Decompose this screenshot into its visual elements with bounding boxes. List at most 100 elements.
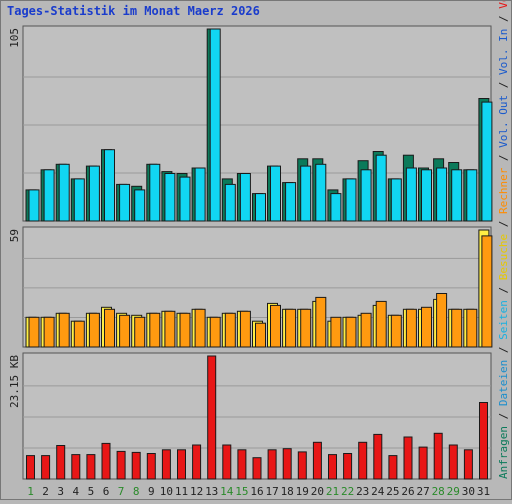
bar-volumen-day-14	[222, 444, 232, 480]
x-tick-label-21: 21	[326, 485, 339, 498]
right-legend-part-5: /	[497, 280, 510, 300]
bar-dateien-day-4	[73, 178, 85, 222]
bar-rechner-day-4	[73, 320, 85, 348]
x-tick-label-12: 12	[190, 485, 203, 498]
bar-rechner-day-18	[285, 308, 297, 348]
right-legend-part-1: /	[497, 406, 510, 426]
x-tick-label-4: 4	[72, 485, 79, 498]
bar-dateien-day-17	[270, 165, 281, 222]
bar-rechner-day-20	[315, 296, 327, 348]
bar-volumen-day-29	[448, 444, 458, 480]
bar-rechner-day-11	[179, 312, 191, 348]
bar-volumen-day-11	[177, 449, 186, 480]
x-tick-label-19: 19	[296, 485, 309, 498]
bar-rechner-day-28	[436, 293, 448, 348]
bar-rechner-day-29	[451, 308, 463, 348]
bar-rechner-day-15	[239, 310, 251, 348]
right-legend-part-12: Vol. In	[497, 29, 510, 75]
bar-dateien-day-24	[375, 154, 387, 222]
x-tick-label-2: 2	[42, 485, 49, 498]
bar-rechner-day-31	[481, 235, 493, 348]
bar-volumen-day-9	[146, 453, 156, 480]
bar-volumen-day-17	[267, 449, 277, 480]
bar-volumen-day-5	[86, 454, 96, 480]
x-tick-label-26: 26	[401, 485, 414, 498]
bar-volumen-day-23	[358, 441, 368, 480]
bar-volumen-day-1	[26, 455, 35, 480]
x-tick-label-1: 1	[27, 485, 34, 498]
bar-volumen-day-15	[237, 449, 247, 480]
bar-rechner-day-19	[300, 308, 312, 348]
bar-dateien-day-10	[164, 173, 176, 222]
bar-rechner-day-14	[224, 312, 236, 348]
bar-volumen-day-8	[131, 451, 141, 480]
x-tick-label-11: 11	[175, 485, 188, 498]
bar-rechner-day-3	[58, 312, 70, 348]
bar-rechner-day-17	[270, 304, 281, 348]
bar-volumen-day-21	[328, 454, 337, 480]
bar-rechner-day-10	[164, 310, 176, 348]
x-tick-label-24: 24	[371, 485, 385, 498]
right-legend-part-2: Dateien	[497, 360, 510, 406]
ymax-label-bottom: 23.15 KB	[8, 355, 21, 408]
bar-dateien-day-14	[224, 183, 236, 222]
x-tick-label-6: 6	[103, 485, 110, 498]
bar-rechner-day-25	[390, 314, 402, 348]
x-tick-label-23: 23	[356, 485, 369, 498]
x-tick-label-22: 22	[341, 485, 354, 498]
right-legend-part-10: Vol. Out	[497, 95, 510, 148]
x-tick-label-18: 18	[281, 485, 294, 498]
bar-rechner-day-9	[149, 312, 161, 348]
x-tick-label-28: 28	[432, 485, 445, 498]
bar-volumen-day-27	[418, 446, 428, 480]
bar-rechner-day-12	[194, 308, 206, 348]
right-legend-part-4: Seiten	[497, 300, 510, 340]
bar-volumen-day-12	[192, 444, 202, 480]
bar-dateien-day-28	[436, 167, 448, 222]
x-tick-label-25: 25	[386, 485, 399, 498]
right-legend-part-6: Besuche	[497, 234, 510, 280]
x-tick-label-29: 29	[447, 485, 460, 498]
bar-dateien-day-16	[255, 193, 266, 222]
bar-dateien-day-26	[405, 167, 417, 222]
bar-volumen-day-19	[297, 451, 307, 480]
bar-volumen-day-31	[479, 402, 488, 480]
bar-volumen-day-16	[252, 457, 262, 480]
bar-dateien-day-2	[43, 169, 55, 222]
x-tick-label-3: 3	[57, 485, 64, 498]
right-legend-part-0: Anfragen	[497, 426, 510, 479]
bar-dateien-day-25	[390, 178, 402, 222]
right-legend-part-14: Volumen	[497, 1, 510, 9]
bar-rechner-day-16	[255, 322, 266, 348]
x-tick-label-7: 7	[118, 485, 125, 498]
bar-volumen-day-4	[71, 454, 81, 480]
bar-rechner-day-23	[360, 312, 372, 348]
bar-volumen-day-26	[403, 436, 413, 480]
bar-volumen-day-7	[116, 450, 126, 480]
bar-volumen-day-20	[312, 441, 322, 480]
bar-dateien-day-9	[149, 163, 161, 222]
x-tick-label-20: 20	[311, 485, 324, 498]
bar-dateien-day-30	[466, 169, 478, 222]
bar-dateien-day-11	[179, 176, 191, 222]
x-tick-label-27: 27	[416, 485, 429, 498]
bar-rechner-day-21	[330, 316, 342, 348]
bar-dateien-day-20	[315, 163, 327, 222]
bar-volumen-day-10	[161, 449, 171, 480]
x-tick-label-30: 30	[462, 485, 475, 498]
bar-rechner-day-8	[134, 316, 146, 348]
x-tick-label-9: 9	[148, 485, 155, 498]
right-legend-part-7: /	[497, 214, 510, 234]
ymax-label-middle: 59	[8, 229, 21, 242]
bar-dateien-day-1	[28, 189, 40, 222]
bar-rechner-day-24	[375, 300, 387, 348]
chart-title: Tages-Statistik im Monat Maerz 2026	[7, 4, 260, 18]
bar-dateien-day-8	[134, 189, 146, 222]
bar-dateien-day-5	[88, 165, 100, 222]
x-tick-label-5: 5	[88, 485, 95, 498]
bar-volumen-day-13	[207, 355, 217, 480]
bar-rechner-day-22	[345, 316, 357, 348]
bar-rechner-day-26	[405, 308, 417, 348]
